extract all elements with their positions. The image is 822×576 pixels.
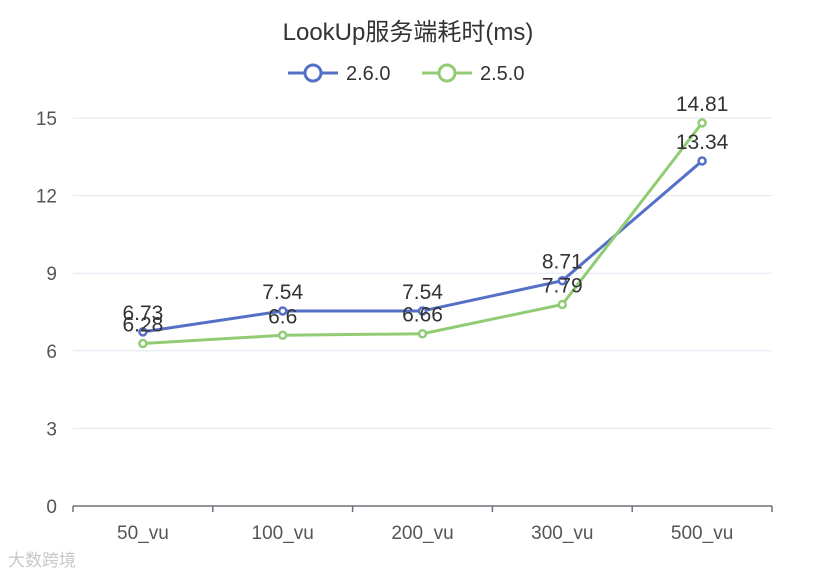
legend-marker xyxy=(437,63,457,83)
data-point xyxy=(557,275,568,286)
data-label: 6.6 xyxy=(268,305,297,328)
legend-label: 2.6.0 xyxy=(346,63,390,85)
gridlines xyxy=(73,117,772,429)
y-tick-label: 3 xyxy=(46,419,57,440)
data-label: 6.73 xyxy=(122,302,163,325)
data-label: 8.71 xyxy=(542,251,583,274)
data-point xyxy=(277,306,288,316)
legend-item-2.6.0[interactable]: 2.6.0 xyxy=(288,63,390,85)
x-tick-label: 500_vu xyxy=(671,523,733,544)
y-tick-label: 12 xyxy=(36,187,57,208)
data-label: 6.28 xyxy=(122,314,163,337)
data-label: 7.54 xyxy=(262,281,303,304)
data-point xyxy=(557,299,568,310)
data-point xyxy=(138,338,148,349)
chart-title: LookUp服务端耗时(ms) xyxy=(283,19,534,46)
data-label: 13.34 xyxy=(676,131,729,154)
data-labels: 6.73 7.54 7.54 8.71 13.34 6.28 6.6 6.66 7.79 14.8… xyxy=(122,93,728,337)
series-group xyxy=(138,118,707,349)
x-tick-label: 300_vu xyxy=(531,523,593,544)
x-tick-label: 200_vu xyxy=(391,523,453,544)
data-point xyxy=(417,328,428,339)
legend-item-2.5.0[interactable]: 2.5.0 xyxy=(422,63,524,85)
watermark: 大数跨境 xyxy=(8,551,76,571)
data-point xyxy=(138,327,148,337)
y-tick-label: 9 xyxy=(46,264,57,285)
data-label: 7.79 xyxy=(542,274,583,297)
legend-label: 2.5.0 xyxy=(480,63,524,85)
legend[interactable]: 2.6.0 2.5.0 xyxy=(288,63,524,85)
data-point xyxy=(697,156,707,166)
x-tick-label: 50_vu xyxy=(117,523,169,544)
y-tick-label: 6 xyxy=(46,342,57,363)
data-label: 14.81 xyxy=(676,93,729,116)
y-tick-label: 15 xyxy=(36,109,57,130)
data-point xyxy=(417,306,428,316)
x-axis: 50_vu 100_vu 200_vu 300_vu 500_vu xyxy=(72,505,773,544)
y-tick-label: 0 xyxy=(46,497,57,518)
data-point xyxy=(697,118,707,128)
legend-marker xyxy=(303,63,323,83)
data-label: 7.54 xyxy=(402,281,443,304)
data-point xyxy=(277,330,288,341)
y-axis: 0 3 6 9 12 15 xyxy=(36,109,57,518)
x-tick-label: 100_vu xyxy=(252,523,314,544)
data-label: 6.66 xyxy=(402,304,443,327)
